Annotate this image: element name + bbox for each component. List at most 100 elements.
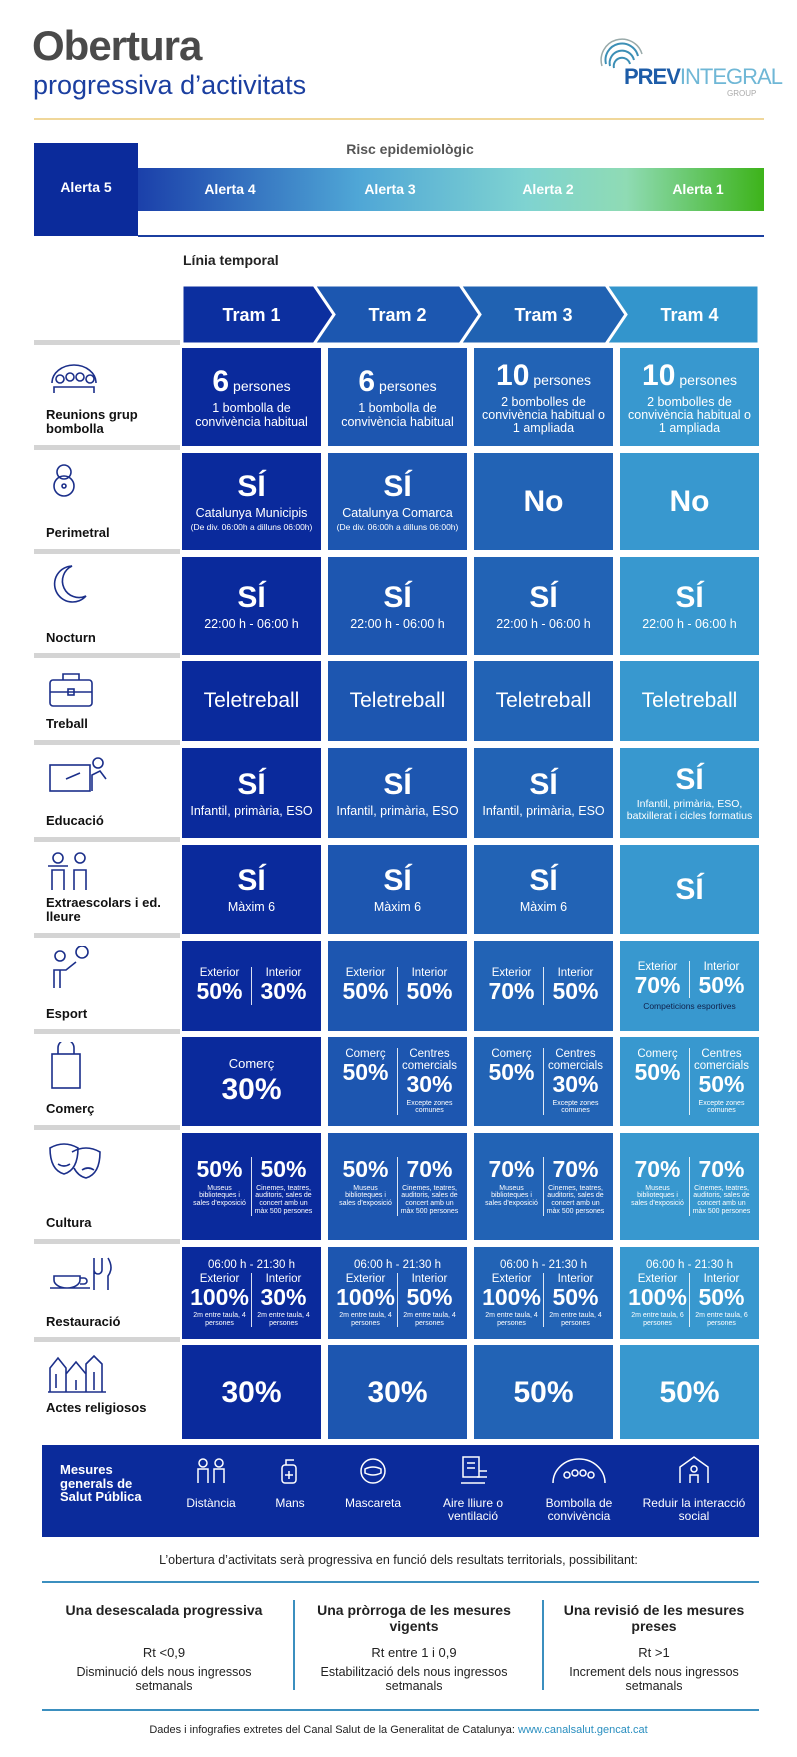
cell-small: Cinemes, teatres, auditoris, sales de co…	[400, 1184, 459, 1215]
cell: SÍ 22:00 h - 06:00 h	[620, 557, 759, 655]
cell: 50% Museus biblioteques i sales d'exposic…	[328, 1133, 467, 1240]
cell-small: Cinemes, teatres, auditoris, sales de co…	[692, 1184, 751, 1215]
cell-value-number: No	[523, 485, 564, 518]
measures-icons	[197, 1456, 709, 1484]
cell-head: Centres comercials	[694, 1048, 749, 1073]
cell-text: Infantil, primària, ESO	[190, 803, 313, 818]
cell-columns: Exterior 50% Interior 30%	[188, 967, 315, 1005]
cell: SÍ Infantil, primària, ESO, batxillerat i…	[620, 748, 759, 838]
cell-value: 50%	[513, 1376, 573, 1409]
cell: 6 persones 1 bombolla de convivència habit…	[182, 348, 321, 446]
cell-column: 50% Museus biblioteques i sales d'exposic…	[188, 1157, 251, 1215]
cell-value-number: SÍ	[237, 864, 266, 898]
cell-column: 70% Museus biblioteques i sales d'exposic…	[626, 1157, 689, 1215]
source-link[interactable]: www.canalsalut.gencat.cat	[518, 1724, 648, 1736]
cell-small: Excepte zones comunes	[406, 1099, 453, 1115]
cell-value: 30%	[552, 1071, 599, 1098]
logo	[600, 38, 643, 69]
cell-small: Museus biblioteques i sales d'exposició	[193, 1184, 246, 1208]
cell-value: 50%	[634, 1059, 681, 1086]
cell-value-number: 50%	[659, 1375, 720, 1409]
cell-value: 50%	[406, 978, 453, 1005]
cell-time: 06:00 h - 21:30 h	[354, 1258, 441, 1271]
row-icon	[53, 946, 89, 988]
scenario: Una pròrroga de les mesures vigents Rt en…	[304, 1602, 524, 1694]
cell-small: Cinemes, teatres, auditoris, sales de co…	[254, 1184, 313, 1215]
cell-value-number: 6	[358, 365, 376, 399]
cell-column: 50% Museus biblioteques i sales d'exposic…	[334, 1157, 397, 1215]
cell-value: 50%	[196, 1156, 243, 1183]
cell-value: 50%	[659, 1376, 719, 1409]
cell-value: 70%	[552, 1156, 599, 1183]
cell-unit: persones	[233, 378, 291, 395]
title: Obertura	[32, 22, 202, 69]
row-icon	[49, 673, 93, 707]
measure-icon	[679, 1456, 709, 1483]
cell-column: Comerç 50%	[480, 1048, 543, 1115]
alert-label: Alerta 3	[364, 181, 416, 197]
cell-value-number: 30%	[367, 1375, 428, 1409]
cell-value: 30%	[221, 1376, 281, 1409]
cell-small: Excepte zones comunes	[552, 1099, 599, 1115]
row-icon	[53, 464, 75, 497]
cell-head: Comerç	[345, 1048, 386, 1061]
cell-head: Exterior	[637, 1272, 678, 1285]
cell-value: 70%	[634, 1156, 681, 1183]
cell: SÍ Màxim 6	[474, 845, 613, 934]
outlook-intro: L’obertura d’activitats serà progressiva…	[159, 1553, 638, 1567]
cell-text: Catalunya Comarca	[342, 506, 453, 521]
cell-head: Exterior	[491, 967, 532, 980]
cell-value: 70%	[488, 978, 535, 1005]
cell-columns: 50% Museus biblioteques i sales d'exposic…	[334, 1157, 461, 1216]
alert-label: Alerta 5	[60, 179, 112, 195]
cell: Comerç 30%	[182, 1037, 321, 1126]
cell-small: 2m entre taula, 4 persones	[549, 1311, 602, 1327]
cell: 50%	[474, 1345, 613, 1439]
cell-columns: Exterior 70% Interior 50%	[480, 967, 607, 1005]
row-label: Restauració	[46, 1314, 121, 1329]
cell: SÍ	[620, 845, 759, 934]
cell-small: 2m entre taula, 4 persones	[403, 1311, 456, 1327]
cell-value: SÍ	[675, 763, 703, 796]
cell-head: Interior	[265, 1272, 302, 1285]
cell-text: 22:00 h - 06:00 h	[204, 616, 299, 631]
cell-head: Exterior	[491, 1272, 532, 1285]
cell-value: 50%	[196, 978, 243, 1005]
cell-value-number: SÍ	[675, 763, 704, 797]
cell-text: Catalunya Municipis	[195, 506, 308, 521]
cell-text: 22:00 h - 06:00 h	[350, 616, 445, 631]
cell: SÍ Catalunya Municipis (De div. 06:00h a d…	[182, 453, 321, 550]
row-label: Cultura	[46, 1215, 92, 1230]
cell-columns: Exterior 100% 2m entre taula, 4 persones In…	[480, 1272, 607, 1328]
cell-value-number: 30%	[221, 1375, 282, 1409]
cell-column: Interior 50%	[689, 960, 753, 999]
scenario: Una desescalada progressiva Rt <0,9 Dismin…	[54, 1602, 274, 1694]
cell-column: Comerç 50%	[334, 1048, 397, 1115]
outlook-divider	[542, 1600, 544, 1690]
cell-column: 70% Cinemes, teatres, auditoris, sales de…	[689, 1157, 753, 1216]
cell-small: Cinemes, teatres, auditoris, sales de co…	[546, 1184, 605, 1215]
row-separator	[34, 445, 180, 450]
cell: SÍ 22:00 h - 06:00 h	[182, 557, 321, 655]
cell: Comerç 50% Centres comercials 50% Excepte zo…	[620, 1037, 759, 1126]
cell-value: 100%	[336, 1283, 395, 1310]
logo-part1: PREV	[624, 64, 681, 89]
row-icon	[49, 1143, 101, 1179]
row-label: Extraescolars i ed. lleure	[46, 895, 161, 925]
alert-label: Alerta 2	[522, 181, 574, 197]
cell-value: 6 persones	[358, 365, 436, 398]
cell-column: Exterior 100% 2m entre taula, 4 persones	[480, 1273, 543, 1328]
cell-text: 1 bombolla de convivència habitual	[341, 401, 454, 429]
cell-value: 70%	[488, 1156, 535, 1183]
measure-icon	[552, 1458, 606, 1484]
cell-columns: Comerç 50% Centres comercials 30% Excepte zo…	[480, 1048, 607, 1115]
cell-small: 2m entre taula, 6 persones	[695, 1311, 748, 1327]
measures-title: Mesures generals de Salut Pública	[60, 1462, 142, 1505]
cell: SÍ 22:00 h - 06:00 h	[328, 557, 467, 655]
cell-text: Màxim 6	[373, 900, 422, 915]
cell: 30%	[182, 1345, 321, 1439]
source-text: Dades i infografies extretes del Canal S…	[149, 1724, 515, 1736]
cell-value: SÍ	[383, 470, 411, 503]
cell-value-number: SÍ	[237, 470, 266, 504]
cell-head: Interior	[557, 1272, 594, 1285]
